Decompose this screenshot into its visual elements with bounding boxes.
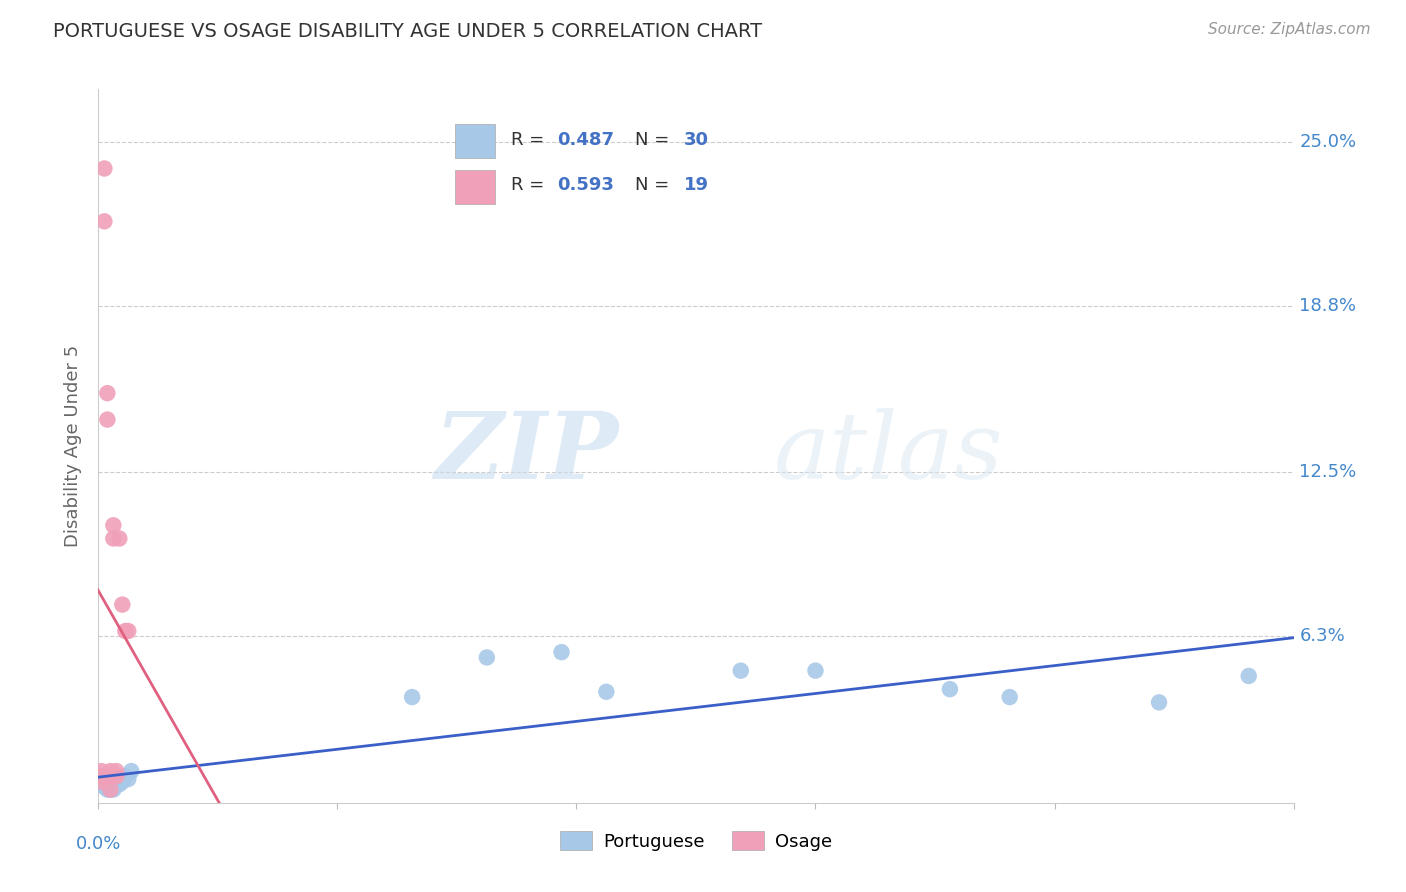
Point xyxy=(114,624,136,638)
Text: 0.593: 0.593 xyxy=(557,177,614,194)
Point xyxy=(96,780,118,794)
Text: Source: ZipAtlas.com: Source: ZipAtlas.com xyxy=(1208,22,1371,37)
Point xyxy=(111,774,134,789)
Point xyxy=(401,690,423,704)
Point xyxy=(998,690,1021,704)
Point xyxy=(98,769,122,783)
Text: 0.0%: 0.0% xyxy=(76,835,121,853)
Point xyxy=(93,214,115,228)
Point xyxy=(120,764,142,778)
Point xyxy=(98,782,122,797)
Point xyxy=(98,777,122,791)
Point xyxy=(96,412,118,426)
Point xyxy=(1237,669,1260,683)
Text: 6.3%: 6.3% xyxy=(1299,627,1346,645)
Point xyxy=(114,769,136,783)
Text: N =: N = xyxy=(634,177,675,194)
Point xyxy=(98,764,122,778)
Point xyxy=(96,774,118,789)
Point xyxy=(804,664,827,678)
Point xyxy=(117,772,139,786)
Point xyxy=(475,650,498,665)
Point xyxy=(103,532,125,546)
Point xyxy=(550,645,572,659)
Point xyxy=(90,769,112,783)
Point xyxy=(105,764,128,778)
Text: 30: 30 xyxy=(685,131,709,149)
Point xyxy=(90,774,112,789)
Point xyxy=(103,777,125,791)
Point xyxy=(90,769,112,783)
Point xyxy=(98,780,122,794)
Text: PORTUGUESE VS OSAGE DISABILITY AGE UNDER 5 CORRELATION CHART: PORTUGUESE VS OSAGE DISABILITY AGE UNDER… xyxy=(53,22,762,41)
Point xyxy=(93,772,115,786)
Text: 12.5%: 12.5% xyxy=(1299,464,1357,482)
Point xyxy=(117,624,139,638)
Text: 18.8%: 18.8% xyxy=(1299,297,1357,315)
Point xyxy=(90,774,112,789)
FancyBboxPatch shape xyxy=(456,124,495,158)
Point xyxy=(93,161,115,176)
Point xyxy=(730,664,752,678)
Point xyxy=(111,598,134,612)
Point xyxy=(96,782,118,797)
Y-axis label: Disability Age Under 5: Disability Age Under 5 xyxy=(63,345,82,547)
Point xyxy=(108,777,131,791)
Point xyxy=(1147,695,1170,709)
Point xyxy=(93,777,115,791)
Point xyxy=(105,769,128,783)
Point xyxy=(90,764,112,778)
Legend: Portuguese, Osage: Portuguese, Osage xyxy=(553,824,839,858)
Point xyxy=(105,772,128,786)
Point xyxy=(595,685,617,699)
Point xyxy=(103,518,125,533)
Point xyxy=(103,782,125,797)
Text: 19: 19 xyxy=(685,177,709,194)
Point xyxy=(93,780,115,794)
Point xyxy=(93,769,115,783)
Text: 25.0%: 25.0% xyxy=(1299,133,1357,151)
FancyBboxPatch shape xyxy=(456,170,495,204)
Point xyxy=(108,532,131,546)
Point xyxy=(96,386,118,401)
Text: R =: R = xyxy=(510,177,550,194)
Text: N =: N = xyxy=(634,131,675,149)
Point xyxy=(939,682,962,697)
Text: atlas: atlas xyxy=(773,409,1002,498)
Point xyxy=(98,782,122,797)
Text: 0.487: 0.487 xyxy=(557,131,614,149)
Point xyxy=(103,780,125,794)
Text: R =: R = xyxy=(510,131,550,149)
Text: ZIP: ZIP xyxy=(434,409,619,498)
